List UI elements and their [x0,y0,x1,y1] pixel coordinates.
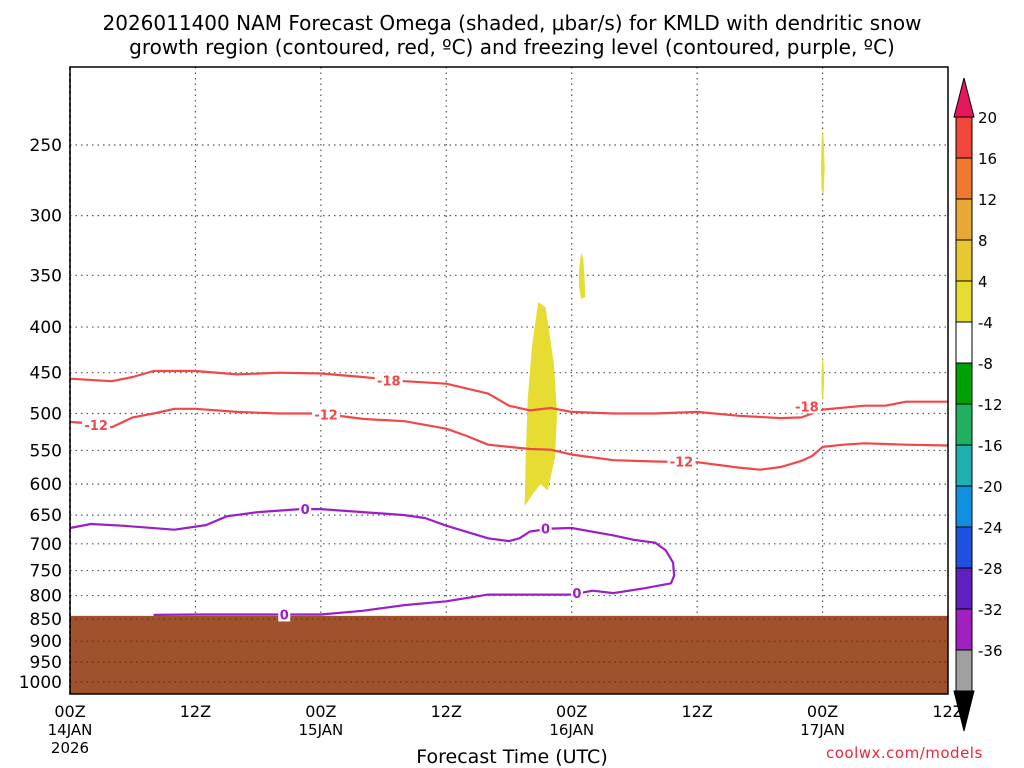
colorbar-tick-label: -16 [978,437,1003,455]
x-tick-date: 17JAN [800,721,845,739]
plot-frame [69,66,949,695]
colorbar-tick-label: 8 [978,232,988,250]
contour-label-bg [539,520,552,536]
contour-line [69,508,676,616]
colorbar-segment [955,567,973,610]
x-tick-label: 00Z [807,702,838,721]
credit-link[interactable]: coolwx.com/models [826,744,983,762]
terrain-ground [70,615,948,694]
x-tick-label: 12Z [180,702,211,721]
colorbar-tick-label: -32 [978,601,1003,619]
y-tick-label: 300 [30,207,62,227]
contour-label-bg [667,453,696,469]
contour-line [69,407,949,471]
contour-label-bg [570,585,583,601]
contour-label: -12 [84,419,108,434]
chart-title-line2: growth region (contoured, red, ºC) and f… [129,35,895,59]
x-axis-title: Forecast Time (UTC) [416,746,608,768]
contour-label: -18 [377,374,401,389]
y-tick-label: 750 [30,562,62,582]
x-tick-label: 00Z [556,702,587,721]
colorbar-top-arrow [953,77,975,118]
y-tick-label: 900 [30,632,62,652]
x-tick-label: 00Z [54,702,85,721]
contour-line [69,369,948,420]
colorbar-tick-label: -28 [978,560,1003,578]
y-tick-label: 950 [30,653,62,673]
colorbar-bottom-arrow [953,690,975,732]
colorbar-segment [955,485,973,528]
contour-label-bg [374,372,403,388]
omega-shade-region [579,252,586,299]
contour-label-bg [299,501,312,517]
colorbar-tick-label: -4 [978,314,993,332]
colorbar-segment [955,157,973,200]
contour-label: 0 [541,523,550,538]
contour-label-bg [278,606,291,622]
y-tick-label: 350 [30,266,62,286]
contour-label: 0 [572,587,581,602]
y-tick-label: 500 [30,405,62,425]
x-tick-date: 15JAN [298,721,343,739]
y-tick-label: 800 [30,587,62,607]
contour-label-bg [792,398,821,414]
chart-title-line1: 2026011400 NAM Forecast Omega (shaded, μ… [102,11,922,35]
x-tick-label: 12Z [932,702,963,721]
colorbar-tick-label: -24 [978,519,1003,537]
omega-shade-region [821,129,825,196]
colorbar-segment [955,444,973,487]
colorbar-segment [955,362,973,405]
contour-label: -12 [314,408,338,423]
colorbar-tick-label: 4 [978,273,988,291]
colorbar-segment [955,116,973,159]
y-tick-label: 600 [30,475,62,495]
x-tick-date: 14JAN [48,721,93,739]
x-tick-date: 16JAN [549,721,594,739]
contour-label: -12 [670,456,694,471]
y-tick-label: 850 [30,610,62,630]
colorbar-tick-label: -12 [978,396,1003,414]
colorbar-segment [955,403,973,446]
contour-label: 0 [280,608,289,623]
colorbar-tick-label: 16 [978,150,997,168]
colorbar-segment [955,649,973,692]
y-tick-label: 700 [30,535,62,555]
omega-shade-region [821,355,825,402]
y-tick-label: 450 [30,364,62,384]
colorbar-tick-label: -36 [978,642,1003,660]
y-tick-label: 400 [30,318,62,338]
colorbar-tick-label: 12 [978,191,997,209]
x-tick-label: 12Z [681,702,712,721]
colorbar-tick-label: 20 [978,109,997,127]
colorbar-segment [955,608,973,651]
colorbar-segment [955,239,973,282]
x-tick-label: 00Z [305,702,336,721]
colorbar-segment [955,198,973,241]
contour-label: 0 [301,503,310,518]
y-tick-label: 250 [30,136,62,156]
colorbar-tick-label: -20 [978,478,1003,496]
contour-label: -18 [795,400,819,415]
y-tick-label: 1000 [19,673,62,693]
omega-shade-region [524,302,558,507]
colorbar-segment [955,280,973,323]
contour-label-bg [312,406,341,422]
x-tick-year: 2026 [51,739,89,757]
y-tick-label: 650 [30,506,62,526]
colorbar-tick-label: -8 [978,355,993,373]
colorbar-segment [955,321,973,364]
x-tick-label: 12Z [431,702,462,721]
y-tick-label: 550 [30,441,62,461]
contour-label-bg [82,416,111,432]
colorbar-segment [955,526,973,569]
